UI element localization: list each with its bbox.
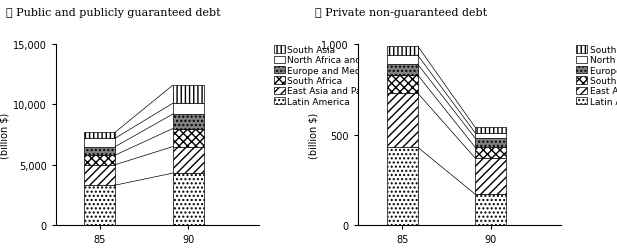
Bar bbox=[387, 76, 418, 94]
Bar bbox=[387, 148, 418, 225]
Bar bbox=[475, 194, 506, 225]
Legend: South Asia, North Africa and Middle East, Europe and Mediterranean, South Africa: South Asia, North Africa and Middle East… bbox=[274, 46, 416, 106]
Bar bbox=[475, 128, 506, 133]
Text: ② Private non-guaranteed debt: ② Private non-guaranteed debt bbox=[315, 8, 487, 18]
Bar bbox=[475, 133, 506, 138]
Y-axis label: (billion $): (billion $) bbox=[308, 112, 318, 158]
Bar bbox=[173, 147, 204, 174]
Bar bbox=[387, 65, 418, 76]
Bar bbox=[173, 174, 204, 225]
Bar bbox=[387, 56, 418, 65]
Bar bbox=[85, 138, 115, 147]
Bar bbox=[173, 114, 204, 129]
Bar bbox=[387, 94, 418, 148]
Bar bbox=[387, 47, 418, 56]
Bar bbox=[85, 132, 115, 138]
Text: ① Public and publicly guaranteed debt: ① Public and publicly guaranteed debt bbox=[6, 8, 221, 18]
Bar bbox=[475, 138, 506, 147]
Bar bbox=[85, 186, 115, 225]
Y-axis label: (billion $): (billion $) bbox=[0, 112, 10, 158]
Bar bbox=[475, 148, 506, 158]
Bar bbox=[173, 86, 204, 104]
Bar bbox=[85, 165, 115, 186]
Bar bbox=[173, 129, 204, 147]
Bar bbox=[85, 156, 115, 165]
Bar bbox=[475, 158, 506, 194]
Bar bbox=[173, 104, 204, 115]
Legend: South Asia, North Africa and Middle East, Europe and Mediterranean, South Africa: South Asia, North Africa and Middle East… bbox=[576, 46, 617, 106]
Bar bbox=[85, 147, 115, 156]
